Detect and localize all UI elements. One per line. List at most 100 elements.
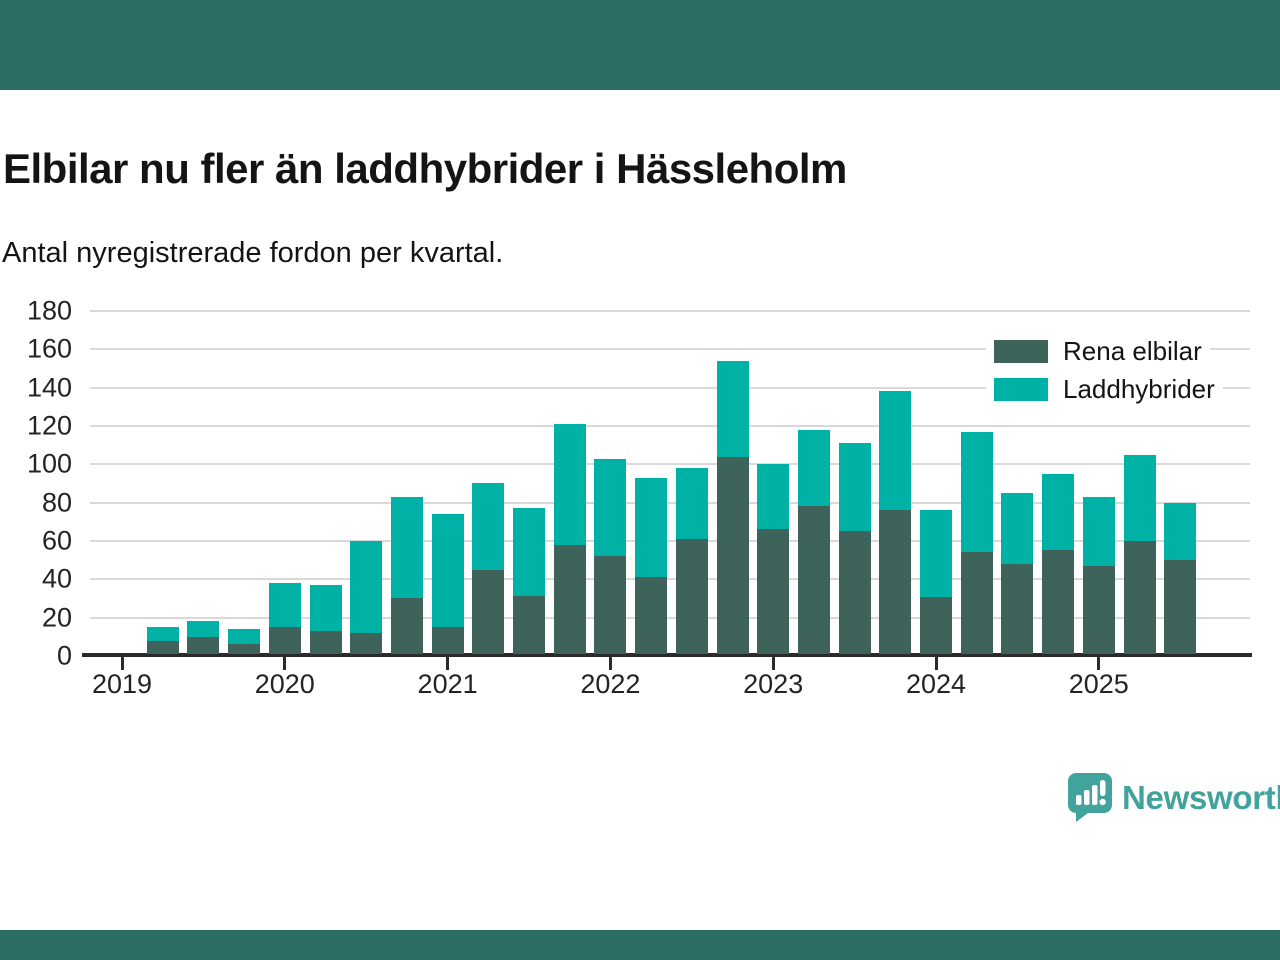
x-axis-label-2019: 2019: [91, 669, 153, 699]
bar-2023-q1: [757, 464, 790, 654]
top-brand-band: [0, 0, 1280, 90]
segment-laddhybrider: [187, 621, 220, 637]
y-axis-label-60: 60: [41, 525, 72, 556]
bar-2025-q2: [1123, 454, 1156, 654]
segment-rena-elbilar: [1082, 565, 1115, 654]
segment-rena-elbilar: [390, 598, 423, 654]
segment-laddhybrider: [350, 540, 383, 633]
y-axis-label-160: 160: [26, 333, 72, 364]
segment-laddhybrider: [675, 468, 708, 539]
segment-rena-elbilar: [268, 627, 301, 654]
segment-rena-elbilar: [309, 631, 342, 654]
gridline-y-100: [90, 463, 1250, 466]
segment-laddhybrider: [146, 627, 179, 641]
segment-rena-elbilar: [594, 556, 627, 654]
segment-laddhybrider: [1164, 502, 1197, 561]
gridline-y-180: [90, 310, 1250, 312]
x-axis-tick-2025: [1097, 657, 1101, 670]
gridline-y-80: [90, 501, 1250, 504]
segment-rena-elbilar: [879, 510, 912, 654]
segment-rena-elbilar: [675, 538, 708, 654]
bar-2020-q1: [268, 583, 301, 654]
segment-laddhybrider: [1123, 454, 1156, 541]
bar-2022-q3: [675, 468, 708, 654]
x-axis-label-2025: 2025: [1068, 669, 1129, 699]
segment-laddhybrider: [594, 458, 627, 557]
segment-rena-elbilar: [431, 627, 464, 654]
segment-laddhybrider: [920, 510, 952, 597]
segment-laddhybrider: [513, 508, 545, 597]
segment-rena-elbilar: [757, 529, 790, 654]
segment-laddhybrider: [390, 496, 423, 599]
segment-rena-elbilar: [1042, 550, 1075, 654]
bar-2023-q3: [838, 443, 871, 654]
x-axis-label-2022: 2022: [580, 669, 641, 699]
segment-rena-elbilar: [228, 644, 261, 654]
segment-laddhybrider: [228, 629, 261, 645]
segment-laddhybrider: [1001, 493, 1034, 564]
bar-2021-q2: [472, 483, 505, 654]
y-axis-label-120: 120: [26, 410, 72, 441]
x-axis-line: [82, 653, 1252, 657]
segment-laddhybrider: [797, 429, 830, 507]
x-axis-tick-2024: [934, 657, 938, 670]
bar-2019-q2: [146, 627, 179, 654]
segment-rena-elbilar: [1123, 540, 1156, 654]
segment-rena-elbilar: [797, 506, 830, 654]
bar-2019-q4: [228, 629, 261, 654]
segment-laddhybrider: [1082, 496, 1115, 566]
x-axis-label-2021: 2021: [417, 669, 478, 699]
segment-rena-elbilar: [1001, 563, 1034, 654]
bar-2020-q4: [390, 496, 423, 654]
bar-2021-q4: [553, 424, 586, 654]
y-axis-label-80: 80: [41, 487, 72, 518]
gridline-y-160: [90, 348, 1250, 351]
gridline-y-140: [90, 386, 1250, 389]
segment-laddhybrider: [960, 431, 993, 553]
segment-laddhybrider: [879, 391, 912, 511]
segment-laddhybrider: [716, 360, 749, 457]
segment-laddhybrider: [757, 464, 790, 530]
bar-2024-q1: [920, 510, 952, 654]
segment-laddhybrider: [553, 424, 586, 545]
gridline-y-60: [90, 540, 1250, 542]
segment-rena-elbilar: [146, 640, 179, 654]
legend-swatch-rena-elbilar-icon: [994, 340, 1048, 363]
y-axis-label-20: 20: [41, 602, 72, 633]
bar-2022-q4: [716, 360, 749, 654]
segment-rena-elbilar: [350, 632, 383, 654]
segment-rena-elbilar: [960, 552, 993, 654]
segment-rena-elbilar: [920, 596, 952, 654]
segment-laddhybrider: [635, 477, 668, 578]
segment-laddhybrider: [431, 514, 464, 628]
segment-laddhybrider: [838, 443, 871, 532]
bar-2020-q2: [309, 585, 342, 654]
y-axis-label-100: 100: [26, 448, 72, 479]
x-axis-tick-2021: [446, 657, 450, 670]
segment-rena-elbilar: [513, 596, 545, 654]
bar-2021-q3: [513, 508, 545, 654]
segment-laddhybrider: [268, 583, 301, 628]
bar-2022-q2: [635, 477, 668, 654]
brand-name: Newsworthy: [1122, 778, 1280, 816]
y-axis-label-40: 40: [41, 563, 72, 594]
segment-rena-elbilar: [716, 456, 749, 654]
segment-laddhybrider: [472, 483, 505, 570]
legend-label: Rena elbilar: [1063, 336, 1202, 366]
x-axis-tick-2022: [608, 657, 612, 670]
segment-rena-elbilar: [838, 531, 871, 654]
bar-2023-q2: [797, 429, 830, 654]
bar-2021-q1: [431, 514, 464, 654]
x-axis-label-2023: 2023: [743, 669, 804, 699]
x-axis-tick-2023: [771, 657, 775, 670]
segment-rena-elbilar: [472, 569, 505, 654]
bar-2022-q1: [594, 458, 627, 654]
x-axis-label-2020: 2020: [254, 669, 315, 699]
gridline-y-40: [90, 578, 1250, 581]
segment-laddhybrider: [1042, 473, 1075, 551]
legend-item-rena-elbilar: Rena elbilar: [986, 334, 1210, 369]
newsworthy-logo: Newsworthy: [1068, 773, 1280, 822]
x-axis-label-2024: 2024: [905, 669, 967, 699]
chart-speech-bubble-icon: [1068, 773, 1112, 822]
page-subtitle: Antal nyregistrerade fordon per kvartal.: [2, 237, 504, 269]
